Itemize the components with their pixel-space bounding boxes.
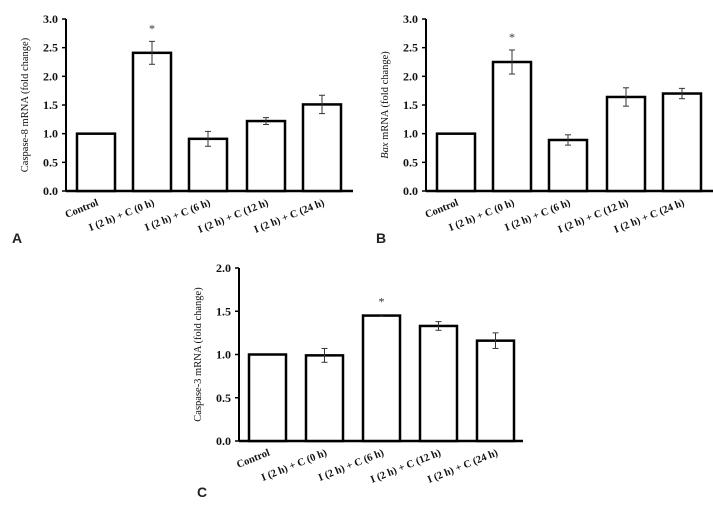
y-tick-label: 3.0	[403, 12, 418, 26]
y-tick-label: 2.0	[43, 69, 58, 83]
y-tick-label: 2.5	[43, 41, 58, 55]
bar	[247, 353, 288, 443]
bar	[75, 132, 117, 193]
y-tick-label: 3.0	[43, 12, 58, 26]
panel-label: C	[197, 484, 207, 500]
y-axis-label: Caspase-3 mRNA (fold change)	[193, 287, 204, 422]
panel-label: B	[376, 230, 386, 246]
y-tick-label: 1.5	[43, 98, 58, 112]
y-axis-label-gene: Bax	[380, 142, 391, 159]
y-tick-label: 0.5	[216, 391, 231, 405]
chart-panel-b: 0.0 0.5 1.0 1.5 2.0 2.5 3.0 Bax mRNA (fold chan…	[376, 12, 713, 246]
chart-panel-a: 0.0 0.5 1.0 1.5 2.0 2.5 3.0 Caspase-8 mRNA (fol…	[12, 12, 353, 246]
y-tick-label: 0.0	[403, 184, 418, 198]
y-tick-label: 0.5	[43, 155, 58, 169]
x-tick-label: Control	[424, 198, 460, 221]
y-tick-label: 1.0	[216, 348, 231, 362]
y-axis-label: Bax mRNA (fold change)	[380, 51, 391, 159]
y-tick-label: 2.5	[403, 41, 418, 55]
chart-panel-c: 0.0 0.5 1.0 1.5 2.0 Caspase-3 mRNA (fold chan…	[193, 261, 523, 500]
y-tick-label: 0.5	[403, 155, 418, 169]
significance-marker: *	[509, 30, 515, 44]
y-tick-label: 1.5	[403, 98, 418, 112]
bar	[435, 132, 477, 193]
y-tick-label: 1.5	[216, 304, 231, 318]
bar	[491, 60, 533, 193]
significance-marker: *	[379, 295, 385, 309]
bar	[304, 354, 345, 443]
bar	[301, 103, 343, 193]
bar	[605, 95, 647, 193]
y-axis-label: Caspase-8 mRNA (fold change)	[20, 37, 31, 172]
panel-label: A	[12, 230, 22, 246]
y-tick-label: 0.0	[43, 184, 58, 198]
y-tick-label: 0.0	[216, 434, 231, 448]
bar	[547, 138, 589, 193]
y-tick-label: 2.0	[216, 261, 231, 275]
y-tick-label: 2.0	[403, 69, 418, 83]
y-axis-label-unit: mRNA (fold change)	[380, 51, 391, 143]
bar	[361, 314, 402, 443]
bar	[418, 324, 459, 443]
y-tick-label: 1.0	[403, 127, 418, 141]
y-tick-label: 1.0	[43, 127, 58, 141]
bar	[187, 137, 229, 193]
bar	[475, 339, 516, 443]
significance-marker: *	[149, 21, 155, 35]
x-tick-label: Control	[64, 198, 100, 221]
bar	[661, 92, 703, 193]
bar	[131, 51, 173, 193]
bar	[245, 119, 287, 193]
x-tick-label: Control	[235, 448, 271, 471]
